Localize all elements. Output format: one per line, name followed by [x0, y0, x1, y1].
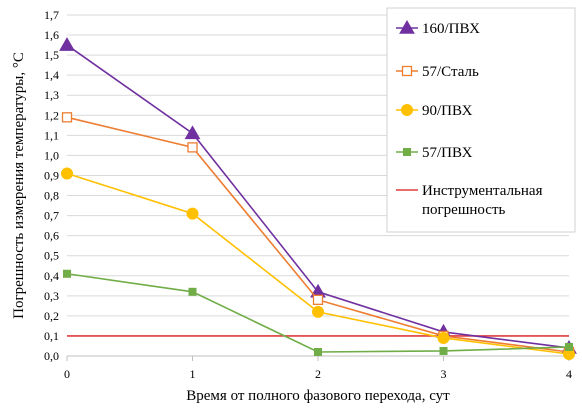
legend-swatch-marker: [399, 19, 415, 34]
legend-box: [386, 7, 576, 233]
y-tick-label: 1,1: [44, 128, 59, 142]
legend-swatch-marker: [403, 148, 411, 156]
data-point: [61, 167, 73, 180]
data-point: [312, 294, 324, 305]
data-point: [184, 125, 201, 140]
x-tick-label: 1: [190, 367, 196, 381]
data-point: [187, 142, 198, 153]
data-point: [312, 305, 324, 318]
data-point: [59, 37, 75, 51]
x-tick-label: 0: [64, 367, 70, 381]
data-point: [437, 331, 450, 344]
y-tick-label: 0,9: [44, 168, 59, 182]
data-point: [61, 112, 73, 123]
legend-swatch-marker: [401, 65, 413, 77]
y-tick-label: 0,0: [44, 349, 59, 363]
x-tick-label: 3: [441, 367, 447, 381]
y-tick-label: 1,5: [44, 48, 59, 62]
x-tick-label: 4: [566, 367, 572, 381]
legend-label: 57/Сталь: [422, 64, 479, 80]
data-point: [565, 342, 573, 351]
y-axis-title: Погрешность измерения температуры, °С: [11, 52, 27, 319]
y-tick-label: 0,1: [44, 329, 59, 343]
data-point: [188, 287, 197, 296]
legend-label: погрешность: [422, 202, 506, 218]
y-tick-label: 0,2: [44, 309, 59, 323]
legend-label: Инструментальная: [422, 183, 543, 199]
data-point: [439, 346, 448, 355]
y-tick-label: 0,7: [44, 209, 59, 223]
y-tick-label: 0,4: [44, 269, 59, 283]
x-axis-title: Время от полного фазового перехода, сут: [186, 388, 450, 404]
y-tick-label: 1,0: [44, 148, 59, 162]
y-tick-label: 1,4: [44, 68, 59, 82]
y-tick-label: 1,3: [44, 88, 59, 102]
y-tick-label: 0,6: [44, 229, 59, 243]
legend-label: 160/ПВХ: [422, 21, 480, 37]
data-point: [63, 269, 71, 278]
legend-label: 90/ПВХ: [422, 103, 473, 119]
data-point: [186, 207, 199, 220]
legend-swatch-marker: [401, 104, 413, 116]
x-tick-label: 2: [315, 367, 321, 381]
y-tick-label: 0,3: [44, 289, 59, 303]
legend-label: 57/ПВХ: [422, 145, 473, 161]
y-tick-label: 1,2: [44, 108, 59, 122]
y-tick-label: 0,5: [44, 249, 59, 263]
y-tick-label: 0,8: [44, 189, 59, 203]
y-tick-label: 1,7: [44, 8, 59, 22]
data-point: [314, 347, 322, 356]
y-tick-label: 1,6: [44, 28, 59, 42]
